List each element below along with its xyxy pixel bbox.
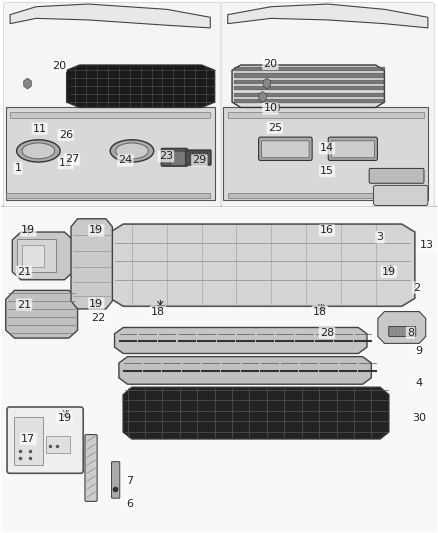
FancyBboxPatch shape: [85, 434, 97, 502]
Polygon shape: [67, 65, 215, 108]
Text: 13: 13: [420, 240, 434, 251]
FancyBboxPatch shape: [331, 141, 374, 158]
Text: 19: 19: [381, 267, 396, 277]
Text: 19: 19: [57, 413, 71, 423]
Polygon shape: [223, 108, 428, 200]
Ellipse shape: [116, 143, 148, 159]
Polygon shape: [6, 108, 215, 200]
Bar: [22, 245, 44, 266]
Bar: [10, 112, 210, 118]
Ellipse shape: [110, 140, 154, 162]
FancyBboxPatch shape: [112, 462, 120, 498]
Polygon shape: [228, 4, 428, 28]
Text: 24: 24: [118, 156, 133, 165]
Polygon shape: [123, 387, 389, 439]
FancyBboxPatch shape: [185, 150, 211, 165]
Text: 19: 19: [89, 225, 103, 236]
Text: 23: 23: [159, 151, 173, 161]
Text: 22: 22: [91, 313, 105, 324]
FancyBboxPatch shape: [4, 3, 221, 207]
FancyBboxPatch shape: [221, 3, 434, 207]
Text: 29: 29: [192, 156, 207, 165]
Text: 19: 19: [21, 225, 35, 236]
Text: 7: 7: [126, 477, 133, 486]
Polygon shape: [6, 290, 78, 338]
Text: 21: 21: [17, 300, 31, 310]
FancyBboxPatch shape: [328, 137, 378, 160]
Polygon shape: [110, 224, 415, 306]
Text: 20: 20: [263, 59, 277, 69]
Polygon shape: [71, 219, 113, 309]
Text: 8: 8: [407, 328, 414, 338]
Text: 10: 10: [263, 103, 277, 114]
Ellipse shape: [22, 143, 55, 159]
Bar: [1, 207, 437, 531]
FancyBboxPatch shape: [389, 326, 416, 336]
Text: 11: 11: [33, 124, 47, 134]
Text: 25: 25: [268, 123, 282, 133]
Polygon shape: [119, 357, 371, 384]
Text: 1: 1: [14, 164, 21, 173]
Ellipse shape: [17, 140, 60, 162]
Text: 19: 19: [89, 298, 103, 309]
Text: 3: 3: [377, 232, 384, 243]
Polygon shape: [12, 232, 73, 280]
Text: 2: 2: [413, 282, 420, 293]
Text: 30: 30: [412, 413, 426, 423]
Text: 27: 27: [65, 155, 79, 164]
Bar: [228, 112, 424, 118]
Text: 16: 16: [320, 225, 334, 236]
Bar: [46, 436, 70, 453]
Polygon shape: [10, 4, 210, 28]
Text: 28: 28: [320, 328, 334, 338]
Text: 9: 9: [415, 346, 422, 357]
Text: 4: 4: [416, 378, 423, 388]
Text: 15: 15: [320, 166, 334, 176]
Polygon shape: [115, 327, 367, 353]
Bar: [14, 417, 43, 465]
Text: 18: 18: [313, 306, 327, 317]
Text: 6: 6: [126, 499, 133, 509]
Bar: [6, 193, 210, 198]
FancyBboxPatch shape: [369, 168, 424, 183]
FancyBboxPatch shape: [161, 148, 187, 166]
FancyBboxPatch shape: [258, 137, 312, 160]
Text: 21: 21: [17, 267, 31, 277]
FancyBboxPatch shape: [374, 185, 428, 206]
Bar: [228, 193, 424, 198]
Text: 18: 18: [151, 306, 165, 317]
Bar: [17, 239, 56, 272]
Text: 14: 14: [320, 143, 334, 154]
Text: 17: 17: [21, 434, 35, 444]
FancyBboxPatch shape: [7, 407, 83, 473]
Text: 20: 20: [52, 61, 66, 71]
Polygon shape: [232, 65, 385, 108]
FancyBboxPatch shape: [170, 151, 188, 165]
FancyBboxPatch shape: [261, 141, 309, 158]
Polygon shape: [378, 312, 426, 343]
Text: 26: 26: [59, 130, 73, 140]
Text: 12: 12: [59, 158, 73, 168]
